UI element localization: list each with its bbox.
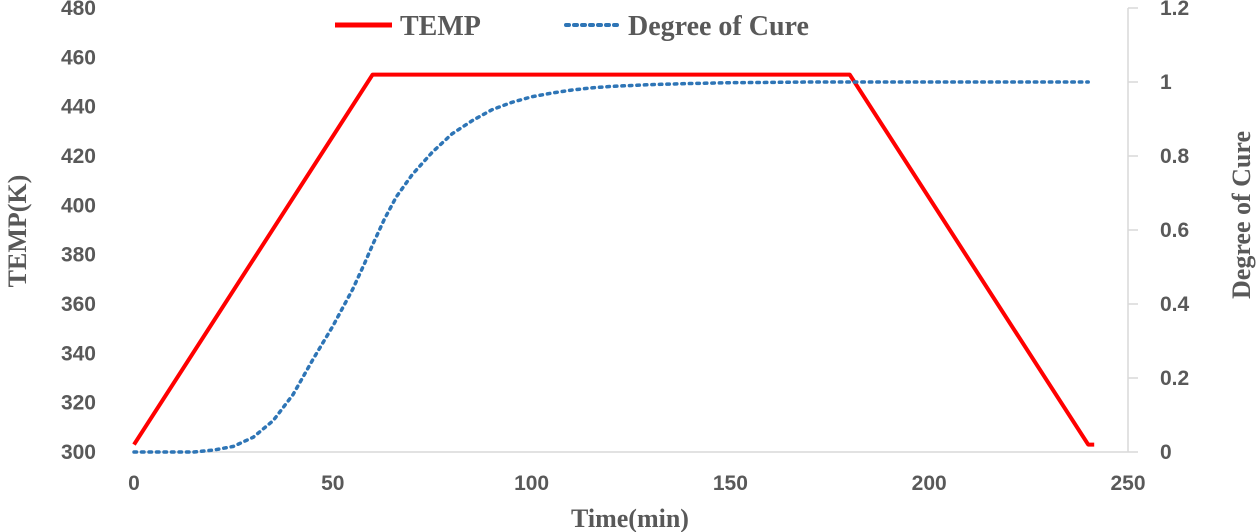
x-tick-label: 200 <box>912 472 947 495</box>
y-tick-label: 320 <box>61 392 96 415</box>
y2-tick-label: 0.2 <box>1160 367 1189 390</box>
tick-labels: 0 50 100 150 200 250 300 320 340 360 380 400 420 440 4… <box>61 0 1190 495</box>
y2-tick-label: 0.4 <box>1160 293 1190 316</box>
y2-tick-label: 0.6 <box>1160 219 1189 242</box>
y-tick-label: 460 <box>61 46 96 69</box>
y2-axis-title: Degree of Cure <box>1227 131 1256 299</box>
y-tick-label: 420 <box>61 145 96 168</box>
x-axis-title: Time(min) <box>571 504 689 532</box>
y2-tick-label: 1.2 <box>1160 0 1189 20</box>
axes <box>134 7 1138 453</box>
y-tick-label: 440 <box>61 96 96 119</box>
y-tick-label: 480 <box>61 0 96 20</box>
y-tick-label: 400 <box>61 194 96 217</box>
legend: TEMP Degree of Cure <box>335 11 809 42</box>
y-tick-label: 380 <box>61 244 96 267</box>
x-tick-label: 100 <box>514 472 549 495</box>
x-tick-label: 150 <box>713 472 748 495</box>
y2-tick-label: 1 <box>1160 71 1172 94</box>
y-axis-title: TEMP(K) <box>3 175 32 288</box>
legend-temp-label: TEMP <box>400 11 481 42</box>
x-tick-label: 50 <box>321 472 344 495</box>
plot-area <box>132 72 1095 454</box>
x-tick-label: 0 <box>128 472 140 495</box>
cure-series-line <box>132 80 1090 454</box>
y2-tick-label: 0.8 <box>1160 145 1190 168</box>
y-tick-label: 300 <box>61 441 96 464</box>
legend-cure-label: Degree of Cure <box>628 11 809 42</box>
y2-tick-label: 0 <box>1160 441 1172 464</box>
y-tick-label: 340 <box>61 342 96 365</box>
temp-series-line <box>132 72 1095 447</box>
x-tick-label: 250 <box>1110 472 1145 495</box>
y-tick-label: 360 <box>61 293 96 316</box>
